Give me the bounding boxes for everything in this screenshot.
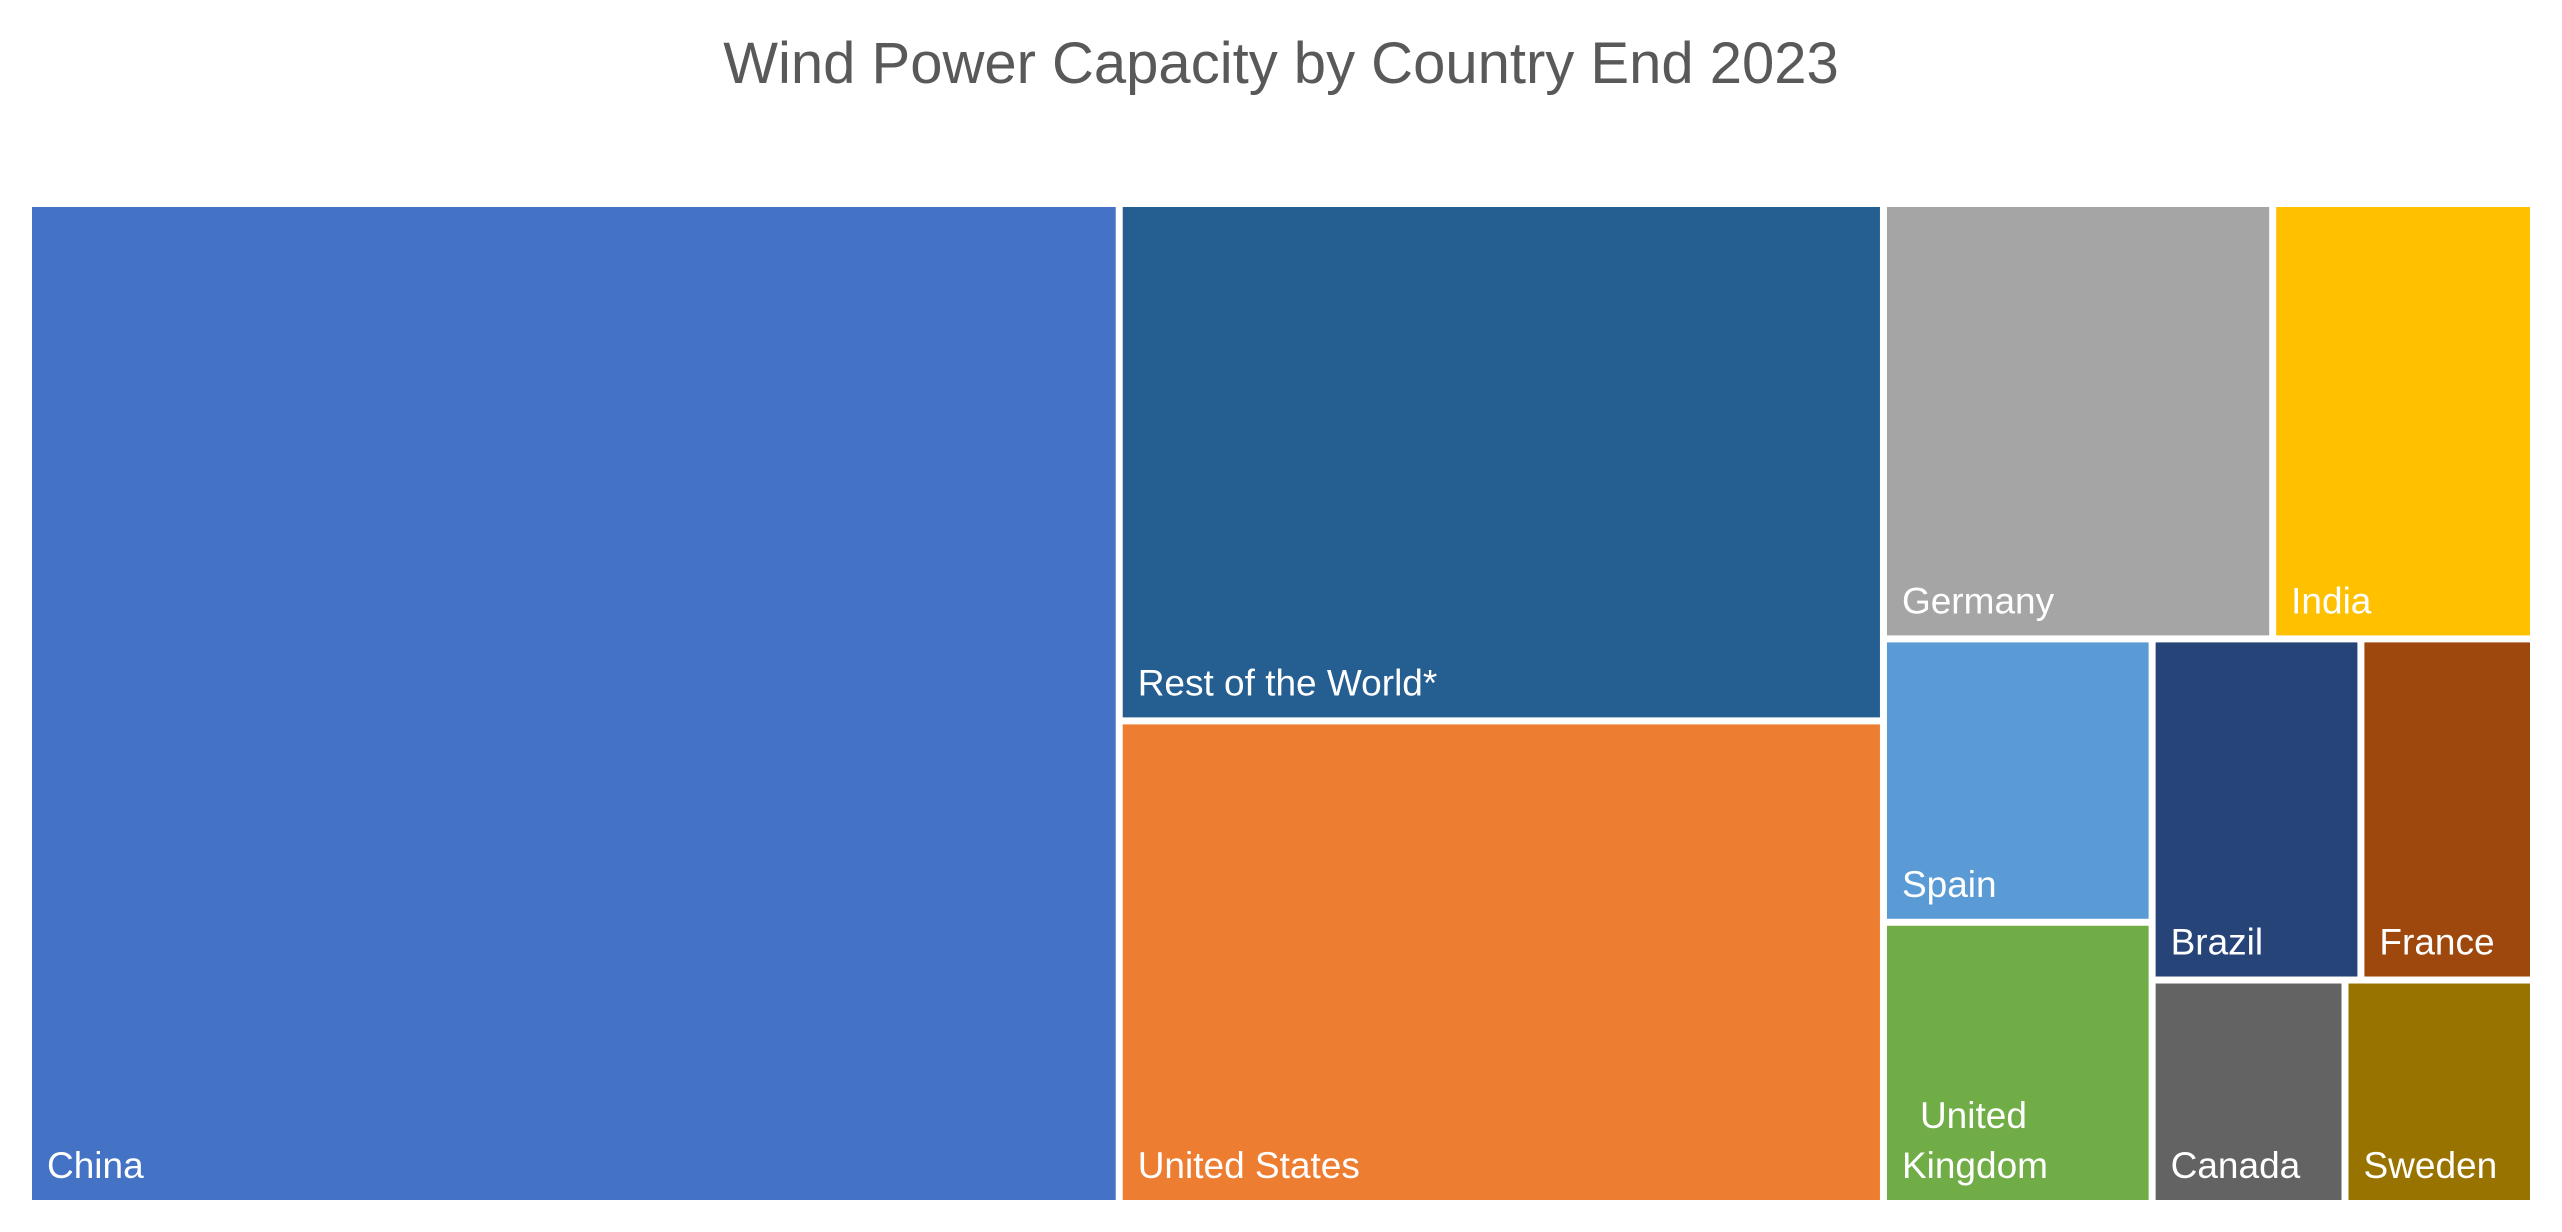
tile-france [2364,642,2530,977]
tile-china [32,207,1116,1200]
tile-sweden [2348,983,2530,1200]
tile-label-spain: Spain [1902,864,1997,905]
tile-spain [1886,642,2149,919]
tile-label-germany: Germany [1902,580,2055,621]
tile-india [2276,207,2530,636]
tile-rest-of-the-world [1122,207,1880,718]
tile-canada [2155,983,2342,1200]
tile-brazil [2155,642,2358,977]
tile-label-canada: Canada [2171,1145,2301,1186]
tile-label-united-kingdom-2: Kingdom [1902,1145,2048,1186]
tile-label-brazil: Brazil [2171,922,2264,963]
tile-label-rest-of-the-world: Rest of the World* [1138,662,1438,703]
tile-label-france: France [2379,922,2494,963]
tile-united-states [1122,724,1880,1200]
tile-label-china: China [47,1145,144,1186]
tile-label-united-states: United States [1138,1145,1360,1186]
tile-united-kingdom [1886,925,2149,1200]
tile-germany [1886,207,2270,636]
tile-label-united-kingdom-1: United [1920,1095,2027,1136]
tile-label-sweden: Sweden [2363,1145,2497,1186]
tile-label-india: India [2291,580,2372,621]
chart-title: Wind Power Capacity by Country End 2023 [723,31,1839,96]
